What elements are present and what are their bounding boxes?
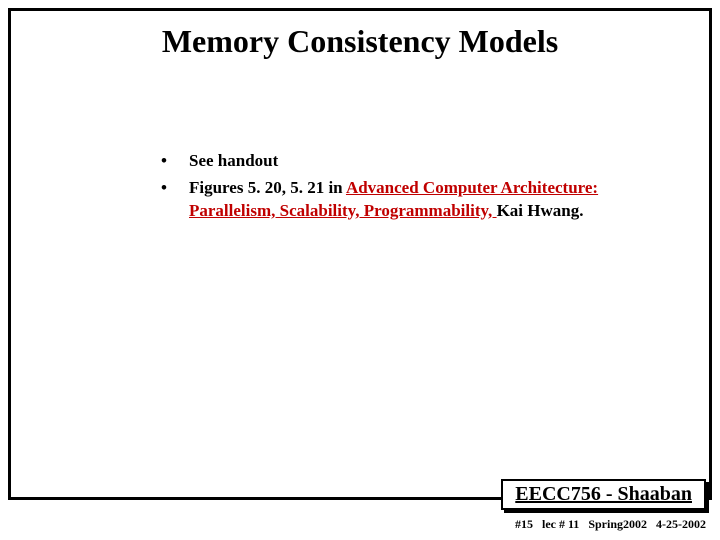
slide-number: #15 — [515, 517, 533, 531]
date: 4-25-2002 — [656, 517, 706, 531]
footer-meta: #15 lec # 11 Spring2002 4-25-2002 — [509, 517, 706, 532]
slide-frame: Memory Consistency Models • See handout … — [8, 8, 712, 500]
slide-title: Memory Consistency Models — [11, 23, 709, 60]
list-item: • See handout — [161, 150, 601, 173]
lecture-number: lec # 11 — [542, 517, 579, 531]
bullet-icon: • — [161, 177, 189, 200]
bullet-text-2: Figures 5. 20, 5. 21 in Advanced Compute… — [189, 177, 601, 223]
bullet-prefix: Figures 5. 20, 5. 21 in — [189, 178, 346, 197]
course-badge: EECC756 - Shaaban — [501, 479, 706, 510]
list-item: • Figures 5. 20, 5. 21 in Advanced Compu… — [161, 177, 601, 223]
content-area: • See handout • Figures 5. 20, 5. 21 in … — [161, 150, 601, 223]
term: Spring2002 — [588, 517, 647, 531]
author-name: Kai Hwang. — [497, 201, 584, 220]
bullet-text-1: See handout — [189, 150, 278, 173]
bullet-icon: • — [161, 150, 189, 173]
